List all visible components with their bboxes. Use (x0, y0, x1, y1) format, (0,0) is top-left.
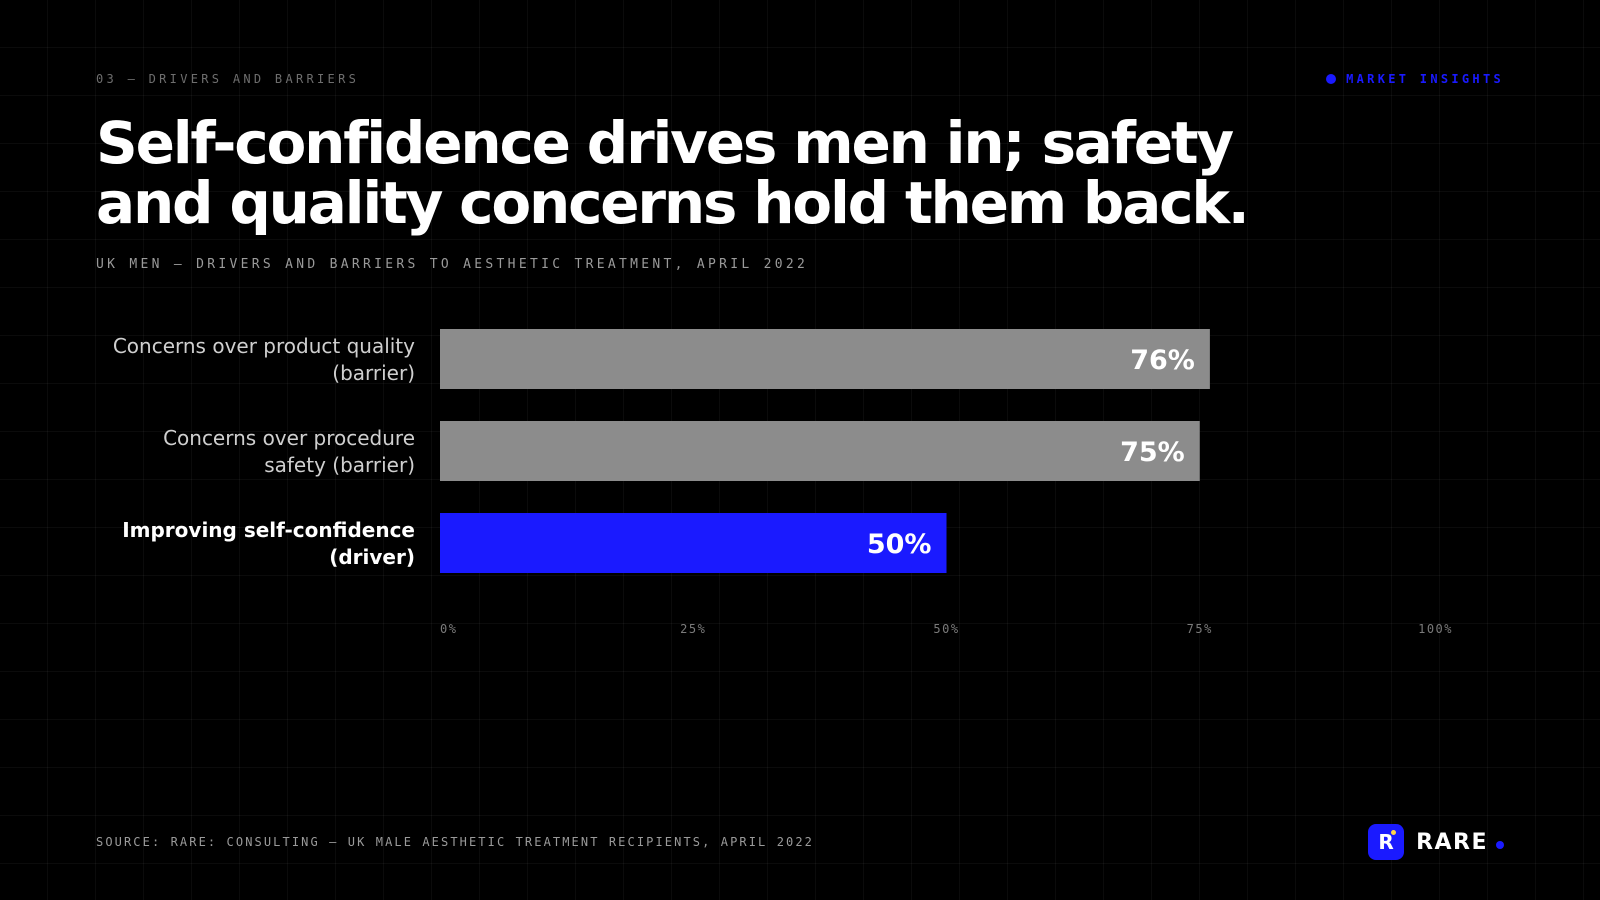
category-label-line: safety (barrier) (264, 453, 415, 477)
category-label-line: Improving self-confidence (122, 518, 415, 542)
category-label-2: Concerns over procedure safety (barrier) (163, 426, 415, 477)
brand-mark-icon: R (1368, 824, 1405, 860)
source-note: SOURCE: RARE: CONSULTING — UK MALE AESTH… (96, 835, 814, 849)
brand-spark-icon (1391, 830, 1397, 835)
bar-3 (440, 513, 947, 573)
eyebrow: 03 — DRIVERS AND BARRIERS (96, 72, 360, 86)
brand-mark-letter: R (1378, 830, 1394, 854)
brand-dot-icon (1496, 841, 1504, 849)
category-label-1: Concerns over product quality (barrier) (113, 334, 415, 385)
section-tag: MARKET INSIGHTS (1326, 72, 1504, 86)
bar-1 (440, 329, 1210, 389)
category-label-line: (driver) (329, 545, 415, 569)
tag-dot-icon (1326, 74, 1337, 84)
x-tick-label: 100% (1418, 622, 1453, 636)
x-tick-label: 0% (440, 622, 457, 636)
x-tick-label: 50% (933, 622, 959, 636)
bar-2 (440, 421, 1200, 481)
category-label-line: Concerns over product quality (113, 334, 415, 358)
bar-value-label-3: 50% (867, 529, 932, 560)
bar-value-label-1: 76% (1130, 345, 1195, 376)
x-tick-label: 75% (1187, 622, 1213, 636)
category-label-line: Concerns over procedure (163, 426, 415, 450)
brand-logo: R RARE (1368, 824, 1504, 860)
category-label-line: (barrier) (332, 361, 415, 385)
category-label-3: Improving self-confidence (driver) (122, 518, 415, 569)
bar-value-label-2: 75% (1120, 437, 1185, 468)
brand-name: RARE (1416, 829, 1488, 855)
slide-title: Self-confidence drives men in; safety an… (96, 109, 1250, 237)
x-tick-label: 25% (680, 622, 706, 636)
chart-subtitle: UK MEN — DRIVERS AND BARRIERS TO AESTHET… (96, 257, 809, 272)
section-tag-label: MARKET INSIGHTS (1346, 72, 1504, 86)
